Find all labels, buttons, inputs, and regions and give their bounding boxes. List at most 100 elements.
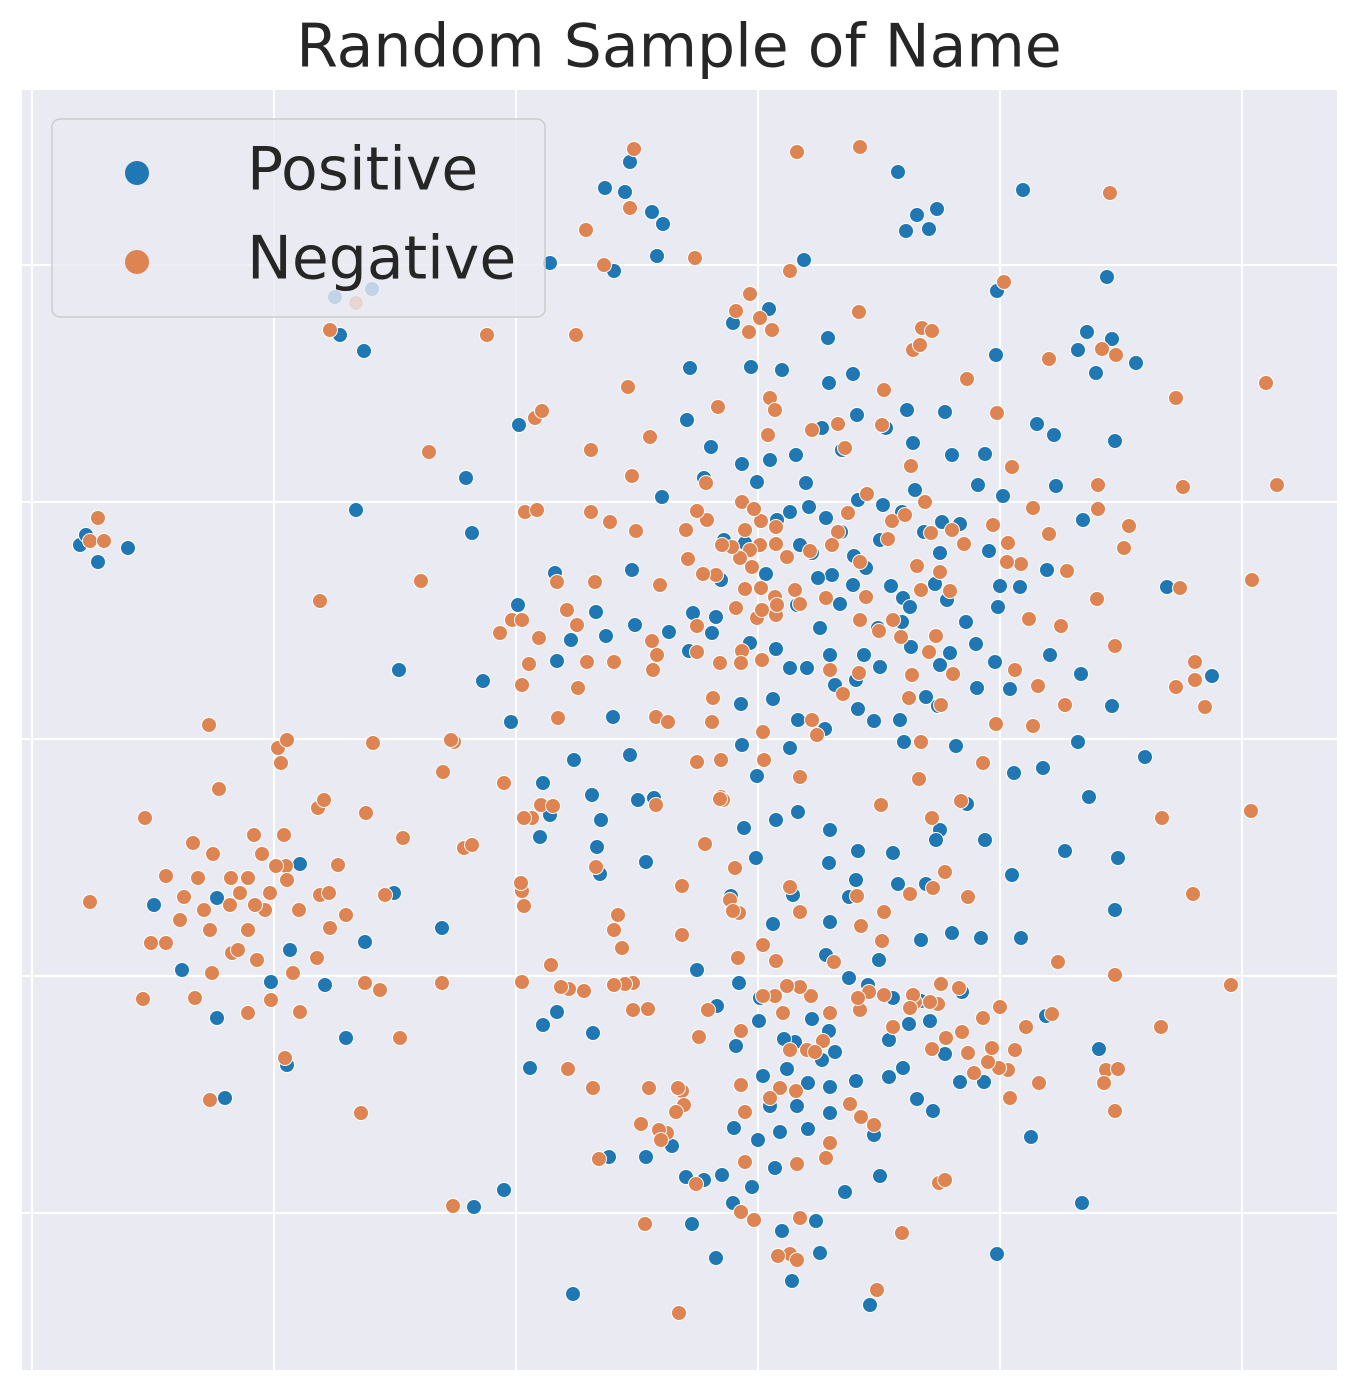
- point: [733, 1204, 749, 1220]
- point: [1094, 341, 1110, 357]
- point: [628, 523, 644, 539]
- point: [1041, 351, 1057, 367]
- point: [895, 1060, 911, 1076]
- point: [731, 975, 747, 991]
- point: [992, 999, 1008, 1015]
- point: [858, 589, 874, 605]
- point: [1059, 563, 1075, 579]
- point: [1035, 760, 1051, 776]
- point: [638, 854, 654, 870]
- point: [727, 860, 743, 876]
- point: [661, 624, 677, 640]
- point: [190, 870, 206, 886]
- point: [240, 1005, 256, 1021]
- point: [697, 836, 713, 852]
- point: [755, 988, 771, 1004]
- point: [754, 652, 770, 668]
- point: [921, 644, 937, 660]
- point: [737, 581, 753, 597]
- point: [768, 641, 784, 657]
- point: [1116, 540, 1132, 556]
- point: [90, 510, 106, 526]
- point: [670, 1080, 686, 1096]
- point: [821, 855, 837, 871]
- point: [357, 934, 373, 950]
- point: [782, 504, 798, 520]
- point: [584, 787, 600, 803]
- point: [135, 991, 151, 1007]
- point: [588, 604, 604, 620]
- point: [240, 870, 256, 886]
- point: [1258, 375, 1274, 391]
- point: [1070, 342, 1086, 358]
- point: [202, 922, 218, 938]
- point: [1031, 1075, 1047, 1091]
- point: [768, 812, 784, 828]
- point: [204, 965, 220, 981]
- point: [789, 1156, 805, 1172]
- point: [799, 660, 815, 676]
- point: [312, 593, 328, 609]
- point: [755, 724, 771, 740]
- point: [725, 903, 741, 919]
- point: [733, 1023, 749, 1039]
- point: [1172, 580, 1188, 596]
- point: [1104, 331, 1120, 347]
- point: [531, 630, 547, 646]
- point: [917, 494, 933, 510]
- point: [733, 655, 749, 671]
- point: [630, 792, 646, 808]
- point: [689, 962, 705, 978]
- point: [954, 1024, 970, 1040]
- point: [356, 343, 372, 359]
- point: [714, 537, 730, 553]
- point: [775, 1005, 791, 1021]
- point: [569, 617, 585, 633]
- point: [1107, 1103, 1123, 1119]
- point: [824, 567, 840, 583]
- point: [1023, 1129, 1039, 1145]
- point: [1168, 390, 1184, 406]
- point: [755, 937, 771, 953]
- point: [625, 1002, 641, 1018]
- point: [1187, 672, 1203, 688]
- point: [674, 927, 690, 943]
- point: [890, 876, 906, 892]
- point: [82, 533, 98, 549]
- point: [789, 1252, 805, 1268]
- point: [1107, 967, 1123, 983]
- point: [1107, 638, 1123, 654]
- point: [1104, 698, 1120, 714]
- point: [933, 697, 949, 713]
- point: [626, 141, 642, 157]
- point: [845, 366, 861, 382]
- point: [902, 1000, 918, 1016]
- point: [1204, 668, 1220, 684]
- point: [876, 382, 892, 398]
- point: [464, 837, 480, 853]
- point: [866, 1117, 882, 1133]
- point: [848, 1073, 864, 1089]
- point: [779, 978, 795, 994]
- point: [744, 559, 760, 575]
- point: [247, 897, 263, 913]
- point: [1004, 459, 1020, 475]
- point: [691, 1029, 707, 1045]
- point: [614, 940, 630, 956]
- point: [737, 1104, 753, 1120]
- point: [660, 714, 676, 730]
- point: [784, 1273, 800, 1289]
- point: [688, 1176, 704, 1192]
- point: [391, 662, 407, 678]
- point: [640, 1001, 656, 1017]
- point: [852, 612, 868, 628]
- point: [918, 689, 934, 705]
- point: [514, 974, 530, 990]
- point: [923, 525, 939, 541]
- point: [904, 667, 920, 683]
- point: [232, 885, 248, 901]
- point: [330, 857, 346, 873]
- point: [511, 417, 527, 433]
- point: [708, 1250, 724, 1266]
- point: [959, 371, 975, 387]
